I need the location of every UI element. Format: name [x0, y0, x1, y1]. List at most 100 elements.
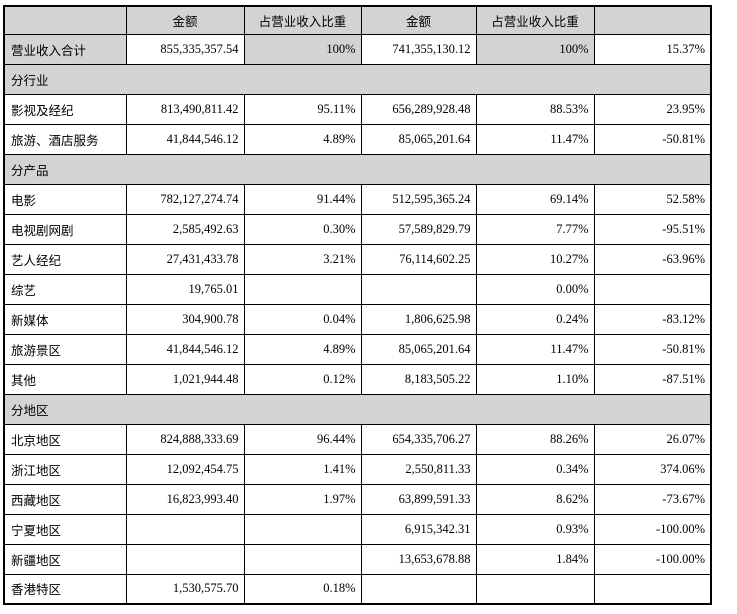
value-cell [243, 273, 362, 305]
value-cell: 0.24% [475, 303, 595, 335]
value-cell [593, 573, 712, 605]
row-label: 旅游景区 [3, 333, 127, 365]
table-row: 西藏地区 16,823,993.40 1.97% 63,899,591.33 8.62%… [3, 483, 712, 515]
table-row: 北京地区 824,888,333.69 96.44% 654,335,706.27 88… [3, 423, 712, 455]
value-cell: -100.00% [593, 513, 712, 545]
value-cell: 7.77% [475, 213, 595, 245]
value-cell: -73.67% [593, 483, 712, 515]
value-cell: 96.44% [243, 423, 362, 455]
value-cell: 1.97% [243, 483, 362, 515]
value-cell: 85,065,201.64 [360, 333, 477, 365]
value-cell [360, 273, 477, 305]
value-cell: 374.06% [593, 453, 712, 485]
value-cell: 100% [475, 33, 595, 65]
value-cell: 1,530,575.70 [125, 573, 245, 605]
value-cell: 52.58% [593, 183, 712, 215]
value-cell: 1,806,625.98 [360, 303, 477, 335]
value-cell: 0.04% [243, 303, 362, 335]
table-row: 影视及经纪 813,490,811.42 95.11% 656,289,928.48 8… [3, 93, 712, 125]
row-label: 旅游、酒店服务 [3, 123, 127, 155]
column-header: 占营业收入比重 [243, 5, 362, 35]
value-cell: 27,431,433.78 [125, 243, 245, 275]
table-row: 浙江地区 12,092,454.75 1.41% 2,550,811.33 0.34% 3… [3, 453, 712, 485]
value-cell: -83.12% [593, 303, 712, 335]
value-cell: 8,183,505.22 [360, 363, 477, 395]
value-cell: 85,065,201.64 [360, 123, 477, 155]
value-cell: 88.26% [475, 423, 595, 455]
value-cell: 91.44% [243, 183, 362, 215]
value-cell: 304,900.78 [125, 303, 245, 335]
value-cell: 13,653,678.88 [360, 543, 477, 575]
value-cell [243, 513, 362, 545]
row-label: 香港特区 [3, 573, 127, 605]
row-label: 综艺 [3, 273, 127, 305]
table-row: 电视剧网剧 2,585,492.63 0.30% 57,589,829.79 7.77%… [3, 213, 712, 245]
value-cell: 63,899,591.33 [360, 483, 477, 515]
row-label: 新疆地区 [3, 543, 127, 575]
value-cell: 6,915,342.31 [360, 513, 477, 545]
table-row: 宁夏地区 6,915,342.31 0.93% -100.00% [3, 513, 712, 545]
row-label: 电视剧网剧 [3, 213, 127, 245]
row-label: 西藏地区 [3, 483, 127, 515]
value-cell: 19,765.01 [125, 273, 245, 305]
row-label: 艺人经纪 [3, 243, 127, 275]
row-label: 影视及经纪 [3, 93, 127, 125]
table-row: 营业收入合计 855,335,357.54 100% 741,355,130.12 10… [3, 33, 712, 65]
table-header: 金额 占营业收入比重 金额 占营业收入比重 [3, 5, 712, 35]
table-row: 其他 1,021,944.48 0.12% 8,183,505.22 1.10% -87.… [3, 363, 712, 395]
value-cell: 855,335,357.54 [125, 33, 245, 65]
value-cell: 0.00% [475, 273, 595, 305]
row-label: 浙江地区 [3, 453, 127, 485]
value-cell [360, 573, 477, 605]
value-cell: -50.81% [593, 333, 712, 365]
value-cell: 57,589,829.79 [360, 213, 477, 245]
value-cell: 1.10% [475, 363, 595, 395]
value-cell: 76,114,602.25 [360, 243, 477, 275]
value-cell: 8.62% [475, 483, 595, 515]
value-cell: 10.27% [475, 243, 595, 275]
value-cell [243, 543, 362, 575]
value-cell: 1,021,944.48 [125, 363, 245, 395]
value-cell: -95.51% [593, 213, 712, 245]
table-row: 艺人经纪 27,431,433.78 3.21% 76,114,602.25 10.27… [3, 243, 712, 275]
value-cell [475, 573, 595, 605]
value-cell: 1.84% [475, 543, 595, 575]
value-cell: 69.14% [475, 183, 595, 215]
table-row: 综艺 19,765.01 0.00% [3, 273, 712, 305]
table-row: 香港特区 1,530,575.70 0.18% [3, 573, 712, 605]
column-header: 金额 [360, 5, 477, 35]
section-label: 分产品 [3, 153, 712, 185]
column-header [593, 5, 712, 35]
section-row: 分地区 [3, 393, 712, 425]
value-cell: 512,595,365.24 [360, 183, 477, 215]
value-cell: 11.47% [475, 123, 595, 155]
table-row: 新疆地区 13,653,678.88 1.84% -100.00% [3, 543, 712, 575]
column-header [3, 5, 127, 35]
value-cell: 0.18% [243, 573, 362, 605]
value-cell [125, 513, 245, 545]
value-cell: 95.11% [243, 93, 362, 125]
column-header: 金额 [125, 5, 245, 35]
value-cell: 16,823,993.40 [125, 483, 245, 515]
value-cell: -87.51% [593, 363, 712, 395]
value-cell: 4.89% [243, 333, 362, 365]
row-label: 其他 [3, 363, 127, 395]
value-cell: 15.37% [593, 33, 712, 65]
table-row: 旅游景区 41,844,546.12 4.89% 85,065,201.64 11.47… [3, 333, 712, 365]
value-cell: 813,490,811.42 [125, 93, 245, 125]
value-cell: 1.41% [243, 453, 362, 485]
section-row: 分产品 [3, 153, 712, 185]
value-cell: 41,844,546.12 [125, 333, 245, 365]
value-cell: 782,127,274.74 [125, 183, 245, 215]
value-cell: 0.34% [475, 453, 595, 485]
row-label: 新媒体 [3, 303, 127, 335]
row-label: 电影 [3, 183, 127, 215]
row-label: 营业收入合计 [3, 33, 127, 65]
value-cell: -100.00% [593, 543, 712, 575]
value-cell [593, 273, 712, 305]
value-cell: -50.81% [593, 123, 712, 155]
section-row: 分行业 [3, 63, 712, 95]
value-cell: 23.95% [593, 93, 712, 125]
value-cell [125, 543, 245, 575]
section-label: 分行业 [3, 63, 712, 95]
